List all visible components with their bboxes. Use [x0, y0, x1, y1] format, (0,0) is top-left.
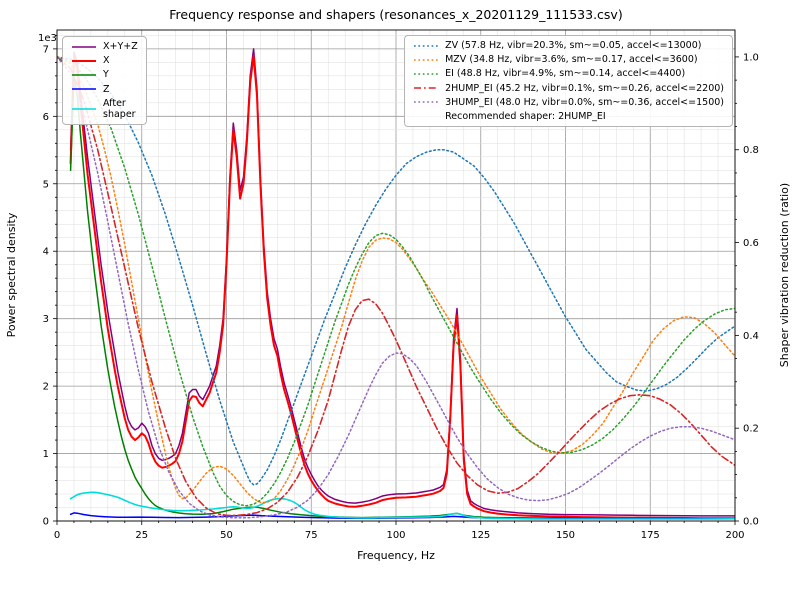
series-line	[57, 56, 735, 507]
legend-entry: X+Y+Z	[71, 41, 138, 52]
legend-label: After shaper	[103, 97, 136, 121]
y-right-tick-label: 0.8	[743, 145, 759, 156]
series-line	[69, 54, 735, 520]
legend-entry: Z	[71, 84, 138, 95]
legend-shapers: ZV (57.8 Hz, vibr=20.3%, sm~=0.05, accel…	[404, 35, 733, 128]
recommended-shaper-note: Recommended shaper: 2HUMP_EI	[445, 111, 606, 123]
legend-line-sample	[72, 74, 96, 76]
y-left-tick-label: 4	[43, 247, 49, 258]
plotted-series	[57, 48, 735, 520]
chart-title: Frequency response and shapers (resonanc…	[169, 7, 622, 22]
y-left-tick-label: 1	[43, 449, 49, 460]
legend-line-sample	[414, 44, 439, 47]
series-line	[57, 56, 735, 504]
y-right-tick-label: 1.0	[743, 52, 759, 63]
series-line	[57, 56, 735, 519]
legend-line-sample	[72, 59, 96, 62]
legend-line-sample	[414, 101, 439, 104]
legend-line-sample	[414, 87, 439, 90]
legend-label: 2HUMP_EI (45.2 Hz, vibr=0.1%, sm~=0.26, …	[445, 82, 724, 94]
x-tick-label: 150	[556, 530, 575, 541]
series-layer	[57, 48, 735, 520]
y-right-tick-label: 0.6	[743, 238, 759, 249]
series-line	[69, 75, 735, 520]
y-left-tick-label: 3	[43, 314, 49, 325]
series-line	[57, 56, 735, 517]
y-left-label: Power spectral density	[5, 212, 18, 337]
legend-line-sample	[414, 73, 439, 75]
x-tick-label: 25	[135, 530, 148, 541]
legend-line-sample	[72, 45, 96, 48]
y-right-tick-label: 0.0	[743, 517, 759, 528]
series-line	[69, 491, 735, 520]
y-right-tick-label: 0.2	[743, 424, 759, 435]
legend-entry: MZV (34.8 Hz, vibr=3.6%, sm~=0.17, accel…	[413, 54, 724, 65]
y-left-tick-label: 7	[43, 44, 49, 55]
legend-label: MZV (34.8 Hz, vibr=3.6%, sm~=0.17, accel…	[445, 54, 698, 66]
series-line	[69, 48, 735, 517]
legend-label: Z	[103, 83, 110, 95]
legend-label: Y	[103, 69, 109, 81]
legend-label: X	[103, 55, 110, 67]
legend-entry: Y	[71, 69, 138, 80]
y-left-tick-label: 5	[43, 179, 49, 190]
legend-entry: EI (48.8 Hz, vibr=4.9%, sm~=0.14, accel<…	[413, 68, 724, 79]
legend-entry: 2HUMP_EI (45.2 Hz, vibr=0.1%, sm~=0.26, …	[413, 83, 724, 94]
legend-footer: Recommended shaper: 2HUMP_EI	[413, 111, 724, 122]
legend-line-sample	[414, 59, 439, 61]
legend-entry: X	[71, 55, 138, 66]
legend-psd: X+Y+Z X Y Z After shaper	[62, 36, 147, 126]
axis-layer: 0 25 50 75 100 125 150 175 200 0 1 2 3 4 5 6 7 0.0 0.2 0.4 0…	[43, 29, 759, 541]
legend-entry: After shaper	[71, 98, 138, 120]
legend-entry: 3HUMP_EI (48.0 Hz, vibr=0.0%, sm~=0.36, …	[413, 97, 724, 108]
x-tick-label: 175	[641, 530, 660, 541]
x-axis-label: Frequency, Hz	[357, 549, 435, 562]
legend-entry: ZV (57.8 Hz, vibr=20.3%, sm~=0.05, accel…	[413, 40, 724, 51]
y-left-tick-label: 0	[43, 517, 49, 528]
legend-label: ZV (57.8 Hz, vibr=20.3%, sm~=0.05, accel…	[445, 40, 702, 51]
y-left-tick-label: 6	[43, 112, 49, 123]
x-tick-label: 75	[305, 530, 318, 541]
x-tick-label: 100	[386, 530, 405, 541]
x-tick-label: 0	[54, 530, 60, 541]
legend-label: EI (48.8 Hz, vibr=4.9%, sm~=0.14, accel<…	[445, 68, 686, 80]
y-left-tick-label: 2	[43, 382, 49, 393]
y-offset-text: 1e3	[38, 33, 57, 44]
legend-label: 3HUMP_EI (48.0 Hz, vibr=0.0%, sm~=0.36, …	[445, 96, 724, 108]
legend-line-sample	[72, 88, 96, 90]
x-tick-label: 200	[725, 530, 744, 541]
legend-line-sample	[72, 108, 96, 110]
y-right-tick-label: 0.4	[743, 331, 759, 342]
y-right-label: Shaper vibration reduction (ratio)	[778, 183, 791, 367]
x-tick-label: 50	[220, 530, 233, 541]
series-line	[57, 56, 735, 486]
legend-label: X+Y+Z	[103, 41, 138, 52]
x-tick-label: 125	[471, 530, 490, 541]
